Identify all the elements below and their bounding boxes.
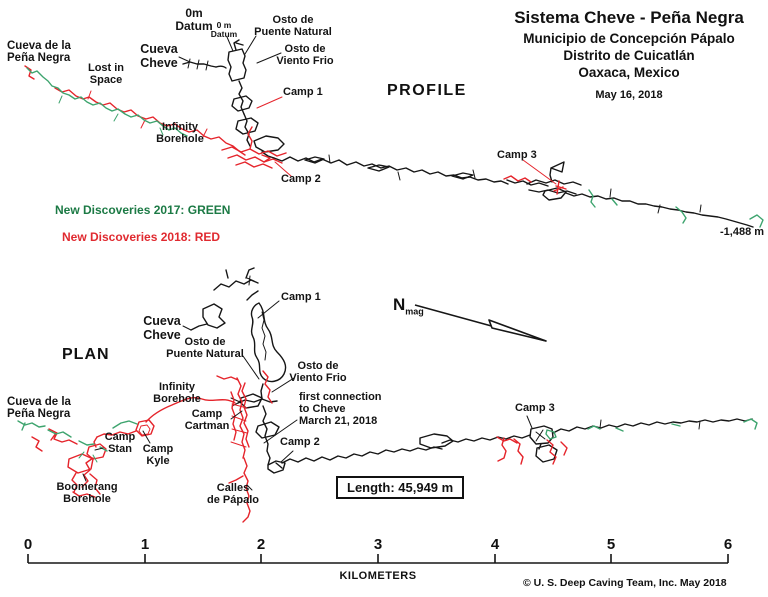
plan-label-camp-cartman: Camp Cartman	[184, 408, 230, 432]
profile-passages-red	[24, 65, 567, 195]
plan-label-pena-negra: Cueva de la Peña Negra	[7, 396, 71, 421]
plan-label-osto-puente: Osto de Puente Natural	[166, 336, 244, 360]
length-box: Length: 45,949 m	[336, 476, 465, 499]
scale-bar-line	[27, 554, 729, 564]
plan-label-boomerang: Boomerang Borehole	[56, 481, 118, 505]
profile-passages-green	[26, 67, 764, 228]
plan-passages-black	[190, 267, 753, 474]
north-n: N	[393, 295, 406, 314]
profile-label-osto-viento: Osto de Viento Frio	[276, 43, 334, 67]
scale-tick-0: 0	[23, 536, 33, 553]
map-subtitle-state: Oaxaca, Mexico	[578, 65, 680, 80]
scale-tick-4: 4	[490, 536, 500, 553]
north-arrow-label: Nmag	[393, 295, 424, 316]
plan-label-camp-stan: Camp Stan	[104, 431, 136, 455]
profile-passages-black	[182, 39, 754, 228]
map-date: May 16, 2018	[595, 89, 663, 101]
north-arrow-icon	[414, 304, 547, 342]
plan-label-camp-kyle: Camp Kyle	[142, 443, 174, 467]
profile-label-infinity-borehole: Infinity Borehole	[156, 121, 204, 145]
plan-label-camp3: Camp 3	[515, 402, 555, 414]
profile-label-depth: -1,488 m	[720, 226, 765, 238]
legend-2018-red: New Discoveries 2018: RED	[62, 230, 221, 244]
map-title: Sistema Cheve - Peña Negra	[514, 8, 744, 27]
profile-label-cueva-cheve: Cueva Cheve	[140, 42, 178, 70]
plan-label-first-connection: first connection to Cheve March 21, 2018	[299, 391, 382, 427]
plan-label-calles: Calles de Pápalo	[207, 482, 259, 506]
scale-unit-label: KILOMETERS	[339, 570, 417, 582]
profile-label-camp1: Camp 1	[283, 86, 323, 98]
plan-heading: PLAN	[62, 346, 110, 363]
scale-tick-6: 6	[723, 536, 733, 553]
legend-2017-green: New Discoveries 2017: GREEN	[55, 203, 231, 217]
copyright-notice: © U. S. Deep Caving Team, Inc. May 2018	[523, 577, 727, 589]
scale-tick-2: 2	[256, 536, 266, 553]
profile-label-camp2: Camp 2	[281, 173, 321, 185]
title-block: Sistema Cheve - Peña Negra Municipio de …	[493, 8, 765, 101]
profile-label-lost-in-space: Lost in Space	[87, 62, 125, 86]
profile-heading: PROFILE	[387, 82, 467, 99]
scale-tick-1: 1	[140, 536, 150, 553]
plan-label-camp2: Camp 2	[280, 436, 320, 448]
scale-tick-5: 5	[606, 536, 616, 553]
profile-label-pena-negra: Cueva de la Peña Negra	[7, 40, 71, 65]
profile-label-osto-puente: Osto de Puente Natural	[254, 14, 332, 38]
profile-leader-lines	[178, 35, 557, 185]
plan-leader-lines	[82, 300, 533, 491]
plan-label-osto-viento: Osto de Viento Frio	[289, 360, 347, 384]
map-subtitle-distrito: Distrito de Cuicatlán	[563, 48, 695, 63]
plan-label-infinity-borehole: Infinity Borehole	[153, 381, 201, 405]
profile-label-datum-small: 0 m Datum	[210, 20, 238, 40]
north-mag-subscript: mag	[405, 306, 424, 317]
profile-label-datum-large: 0m Datum	[175, 6, 213, 33]
plan-passages-green	[17, 418, 758, 463]
scale-tick-3: 3	[373, 536, 383, 553]
plan-label-cueva-cheve: Cueva Cheve	[143, 314, 181, 342]
map-subtitle-municipio: Municipio de Concepción Pápalo	[523, 31, 735, 46]
profile-label-camp3: Camp 3	[497, 149, 537, 161]
plan-label-camp1: Camp 1	[281, 291, 321, 303]
